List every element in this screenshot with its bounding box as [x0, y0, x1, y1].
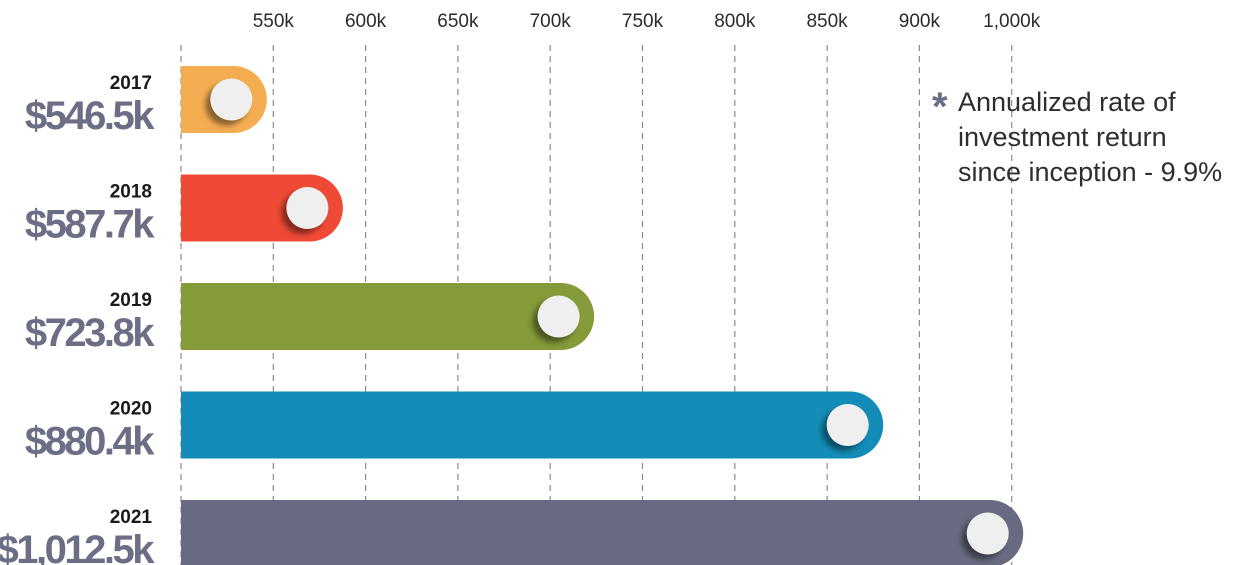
- bar-2019: [181, 283, 595, 350]
- year-label-2020: 2020: [110, 399, 152, 420]
- x-tick-label-600: 600k: [345, 11, 387, 32]
- bar-end-knob-2020: [826, 404, 869, 446]
- value-label-2020: $880.4k: [25, 420, 155, 464]
- value-label-2021: $1,012.5k: [0, 528, 155, 565]
- x-tick-label-1000: 1,000k: [983, 11, 1041, 32]
- x-tick-label-750: 750k: [622, 11, 664, 32]
- annotation-note: * Annualized rate of investment return s…: [932, 85, 1222, 187]
- value-label-2017: $546.5k: [25, 94, 155, 138]
- bar-end-knob-2017: [210, 78, 253, 121]
- x-tick-label-550: 550k: [253, 11, 295, 32]
- bar-2021: [181, 500, 1024, 565]
- bar-2020: [181, 391, 884, 459]
- annotation-line-2: investment return: [958, 122, 1167, 152]
- annotation-asterisk: *: [932, 85, 948, 129]
- x-tick-label-700: 700k: [530, 11, 572, 32]
- year-label-2021: 2021: [110, 507, 153, 528]
- x-tick-label-650: 650k: [437, 11, 479, 32]
- bar-end-knob-2019: [537, 295, 580, 338]
- value-label-2019: $723.8k: [25, 311, 155, 355]
- category-labels: 2017$546.5k 2018$587.7k 2019$723.8k 2020$88…: [0, 73, 158, 565]
- bars: [181, 66, 1024, 565]
- x-tick-label-900: 900k: [899, 11, 941, 32]
- annotation-line-1: Annualized rate of: [958, 87, 1176, 117]
- year-label-2019: 2019: [110, 290, 152, 311]
- x-tick-label-850: 850k: [806, 11, 848, 32]
- grid-lines: [180, 45, 1013, 565]
- year-label-2017: 2017: [110, 73, 152, 94]
- bar-end-knob-2021: [966, 512, 1009, 555]
- year-label-2018: 2018: [110, 182, 152, 203]
- value-label-2018: $587.7k: [25, 203, 155, 247]
- x-tick-label-800: 800k: [714, 11, 756, 32]
- x-axis-tick-labels: 550k 600k 650k 700k 750k 800k 850k 900k 1,000k: [253, 11, 1041, 32]
- annotation-line-3: since inception - 9.9%: [958, 157, 1222, 187]
- bar-end-knob-2018: [286, 187, 329, 229]
